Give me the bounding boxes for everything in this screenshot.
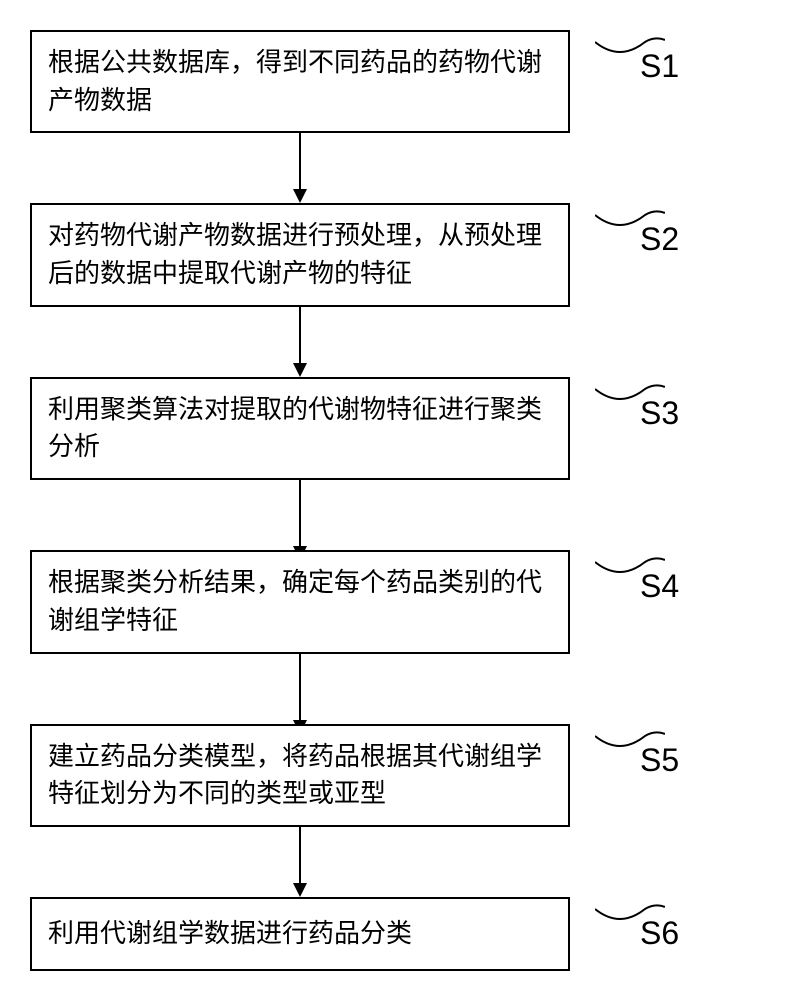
step-label-s4: S4 (640, 568, 679, 605)
step-text-s6: 利用代谢组学数据进行药品分类 (48, 918, 412, 948)
step-box-s3: 利用聚类算法对提取的代谢物特征进行聚类分析 (30, 377, 570, 480)
step-label-s5: S5 (640, 742, 679, 779)
step-label-s3: S3 (640, 395, 679, 432)
step-label-s2: S2 (640, 221, 679, 258)
step-box-s6: 利用代谢组学数据进行药品分类 (30, 897, 570, 971)
arrow-s4-s5 (30, 654, 570, 724)
step-label-s1: S1 (640, 48, 679, 85)
step-row-s2: 对药物代谢产物数据进行预处理，从预处理后的数据中提取代谢产物的特征 S2 (30, 203, 770, 306)
step-row-s5: 建立药品分类模型，将药品根据其代谢组学特征划分为不同的类型或亚型 S5 (30, 724, 770, 827)
step-text-s1: 根据公共数据库，得到不同药品的药物代谢产物数据 (48, 47, 542, 115)
step-text-s2: 对药物代谢产物数据进行预处理，从预处理后的数据中提取代谢产物的特征 (48, 220, 542, 288)
step-text-s3: 利用聚类算法对提取的代谢物特征进行聚类分析 (48, 394, 542, 462)
arrow-s3-s4 (30, 480, 570, 550)
arrow-s5-s6 (30, 827, 570, 897)
step-box-s2: 对药物代谢产物数据进行预处理，从预处理后的数据中提取代谢产物的特征 (30, 203, 570, 306)
arrow-s2-s3 (30, 307, 570, 377)
flowchart-container: 根据公共数据库，得到不同药品的药物代谢产物数据 S1 对药物代谢产物数据进行预处… (30, 30, 770, 971)
step-text-s5: 建立药品分类模型，将药品根据其代谢组学特征划分为不同的类型或亚型 (48, 741, 542, 809)
step-label-s6: S6 (640, 915, 679, 952)
step-box-s4: 根据聚类分析结果，确定每个药品类别的代谢组学特征 (30, 550, 570, 653)
step-box-s1: 根据公共数据库，得到不同药品的药物代谢产物数据 (30, 30, 570, 133)
step-row-s6: 利用代谢组学数据进行药品分类 S6 (30, 897, 770, 971)
step-row-s3: 利用聚类算法对提取的代谢物特征进行聚类分析 S3 (30, 377, 770, 480)
step-row-s4: 根据聚类分析结果，确定每个药品类别的代谢组学特征 S4 (30, 550, 770, 653)
arrow-s1-s2 (30, 133, 570, 203)
step-box-s5: 建立药品分类模型，将药品根据其代谢组学特征划分为不同的类型或亚型 (30, 724, 570, 827)
step-text-s4: 根据聚类分析结果，确定每个药品类别的代谢组学特征 (48, 567, 542, 635)
step-row-s1: 根据公共数据库，得到不同药品的药物代谢产物数据 S1 (30, 30, 770, 133)
